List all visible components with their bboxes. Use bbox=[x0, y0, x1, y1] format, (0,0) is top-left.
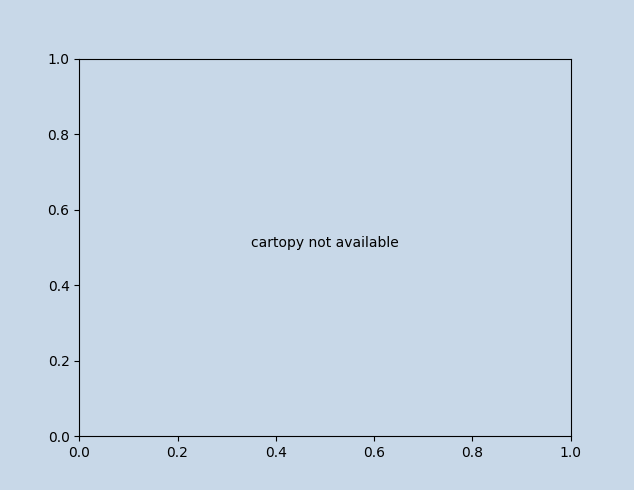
Text: cartopy not available: cartopy not available bbox=[251, 237, 399, 250]
